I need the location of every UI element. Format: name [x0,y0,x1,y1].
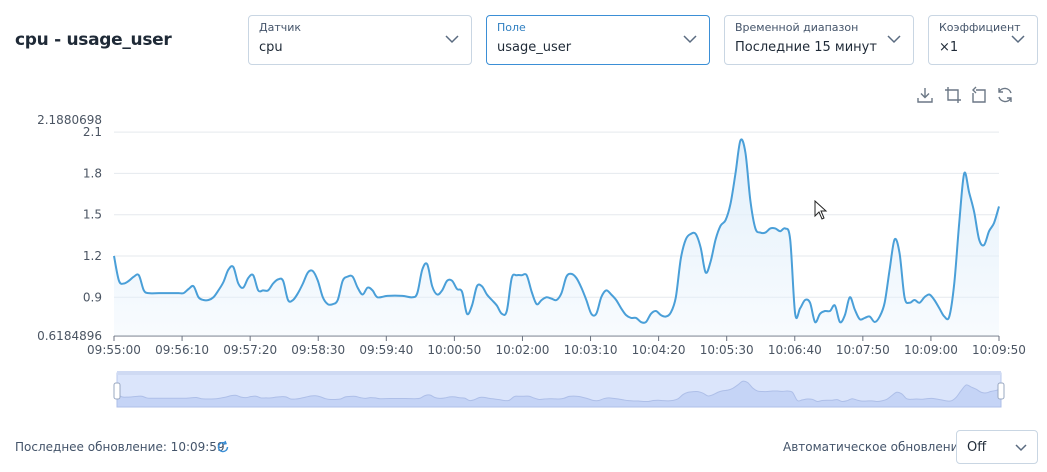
x-tick-label: 10:06:40 [768,343,822,357]
usage-chart[interactable]: 0.6184896 0.9 1.2 1.5 1.8 2.12.1880698 09:55:… [0,100,1047,420]
auto-update-value: Off [967,440,987,455]
field-select[interactable]: Поле usage_user [486,15,710,65]
x-tick-label: 10:04:20 [632,343,686,357]
sensor-select[interactable]: Датчик cpu [248,15,472,65]
zoom-reset-icon[interactable] [970,86,988,104]
chart-area [113,138,1000,336]
x-tick-label: 10:02:00 [496,343,550,357]
x-axis-labels: 09:55:00 09:56:10 09:57:20 09:58:30 09:59:40… [87,343,1026,357]
series-area-fill [114,139,999,336]
chevron-down-icon [887,35,901,44]
x-tick-label: 09:59:40 [359,343,413,357]
slider-right-handle[interactable] [997,382,1005,400]
y-tick-label: 0.9 [83,290,102,304]
chevron-down-icon [683,35,697,44]
field-select-value: usage_user [497,40,572,55]
slider-left-handle[interactable] [113,382,121,400]
last-update-label: Последнее обновление: 10:09:59 [15,440,225,454]
x-tick-label: 10:00:50 [427,343,481,357]
auto-update-select[interactable]: Off [956,430,1038,464]
x-tick-label: 10:03:10 [564,343,618,357]
series-line [113,138,1000,324]
restore-icon[interactable] [996,86,1014,104]
auto-update-label: Автоматическое обновление: [783,440,970,454]
data-zoom-slider[interactable] [113,371,1005,408]
refresh-icon[interactable] [216,440,230,454]
time-range-select[interactable]: Временной диапазон Последние 15 минут [724,15,914,65]
y-axis-labels: 0.6184896 0.9 1.2 1.5 1.8 2.12.1880698 [37,113,102,343]
y-tick-label: 2.1880698 [37,113,102,127]
y-tick-label: 2.1 [83,125,102,139]
y-tick-label: 1.2 [83,249,102,263]
x-tick-label: 09:55:00 [87,343,141,357]
sensor-select-label: Датчик [259,21,302,34]
coefficient-select-value: ×1 [939,40,959,55]
x-tick-label: 10:09:00 [904,343,958,357]
y-tick-label: 0.6184896 [37,329,102,343]
time-range-select-label: Временной диапазон [735,21,859,34]
x-tick-label: 10:07:50 [836,343,890,357]
slider-top-bar [117,371,1001,375]
sensor-select-value: cpu [259,40,283,55]
chevron-down-icon [1011,35,1025,44]
y-tick-label: 1.5 [83,208,102,222]
chevron-down-icon [445,35,459,44]
x-tick-label: 09:57:20 [223,343,277,357]
field-select-label: Поле [497,21,526,34]
page-title: cpu - usage_user [15,30,172,50]
x-tick-label: 09:56:10 [155,343,209,357]
slider-preview [116,380,1002,408]
zoom-select-icon[interactable] [944,86,962,104]
y-tick-label: 1.8 [83,166,102,180]
download-icon[interactable] [916,86,934,104]
x-tick-label: 10:05:30 [700,343,754,357]
x-tick-label: 10:09:50 [972,343,1026,357]
coefficient-select[interactable]: Коэффициент ×1 [928,15,1038,65]
x-tick-label: 09:58:30 [291,343,345,357]
mouse-cursor-icon [814,200,828,220]
time-range-select-value: Последние 15 минут [735,40,877,55]
coefficient-select-label: Коэффициент [939,21,1021,34]
chevron-down-icon [1015,444,1027,452]
